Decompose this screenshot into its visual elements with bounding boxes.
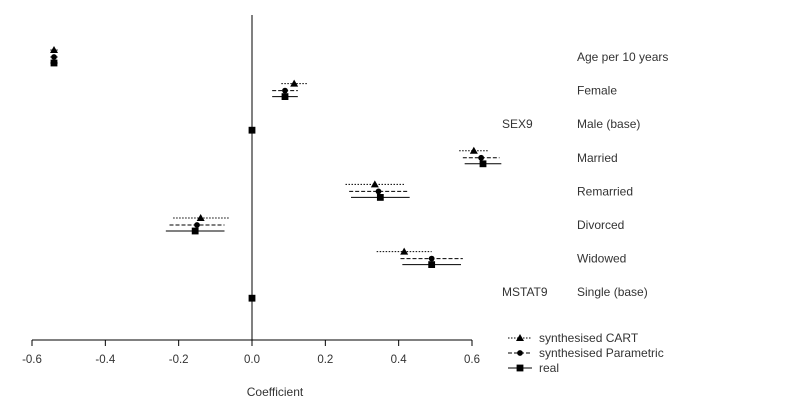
- x-tick-label: -0.6: [22, 354, 42, 366]
- point-age-per-10-years: [50, 59, 58, 67]
- category-label-divorced: Divorced: [577, 218, 624, 232]
- group-label-mstat9: MSTAT9: [502, 285, 548, 299]
- point-divorced: [196, 214, 205, 221]
- category-label-single-base: Single (base): [577, 285, 648, 299]
- point-remarried: [376, 194, 384, 201]
- legend-marker-real: [516, 364, 524, 372]
- point-widowed: [428, 261, 436, 268]
- x-axis: -0.6 -0.4 -0.2 0.0 0.2 0.4 0.6: [22, 339, 480, 366]
- category-label-female: Female: [577, 84, 617, 98]
- x-tick-label: 0.4: [391, 354, 408, 366]
- point-age-per-10-years: [51, 54, 57, 60]
- category-labels: Age per 10 years Female Male (base) Married…: [502, 50, 668, 299]
- x-axis-title: Coefficient: [247, 385, 304, 399]
- series-real: [50, 59, 502, 302]
- point-widowed: [428, 255, 435, 262]
- x-tick-label: -0.2: [169, 354, 189, 366]
- point-remarried: [375, 188, 382, 195]
- x-tick-label: 0.6: [464, 354, 480, 366]
- point-age-per-10-years: [50, 46, 58, 53]
- category-label-widowed: Widowed: [577, 252, 626, 266]
- legend-marker-synthesised-parametric: [517, 350, 523, 356]
- point-female: [281, 93, 289, 100]
- point-divorced: [191, 227, 199, 235]
- point-female: [290, 79, 299, 87]
- legend-marker-synthesised-cart: [516, 334, 524, 341]
- category-label-married: Married: [577, 151, 618, 165]
- point-remarried: [370, 180, 379, 188]
- x-tick-label: 0.2: [317, 354, 333, 366]
- series-synthesised-parametric: [50, 54, 500, 262]
- point-married: [478, 154, 485, 161]
- point-female: [282, 87, 288, 94]
- legend-label-synthesised-parametric: synthesised Parametric: [539, 346, 664, 360]
- point-widowed: [400, 247, 409, 255]
- legend-label-synthesised-cart: synthesised CART: [539, 331, 639, 345]
- point-male-base: [248, 126, 256, 134]
- point-married: [469, 146, 478, 154]
- series-synthesised-cart: [50, 46, 489, 255]
- category-label-remarried: Remarried: [577, 184, 633, 198]
- x-tick-label: 0.0: [244, 354, 260, 366]
- point-single-base: [248, 294, 256, 302]
- category-label-male-base: Male (base): [577, 117, 640, 131]
- point-divorced: [194, 222, 200, 228]
- legend-label-real: real: [539, 361, 559, 375]
- category-label-age-per-10-years: Age per 10 years: [577, 50, 668, 64]
- data-marks: [50, 46, 502, 302]
- point-married: [479, 160, 487, 168]
- x-tick-label: -0.4: [95, 354, 115, 366]
- group-label-sex9: SEX9: [502, 117, 533, 131]
